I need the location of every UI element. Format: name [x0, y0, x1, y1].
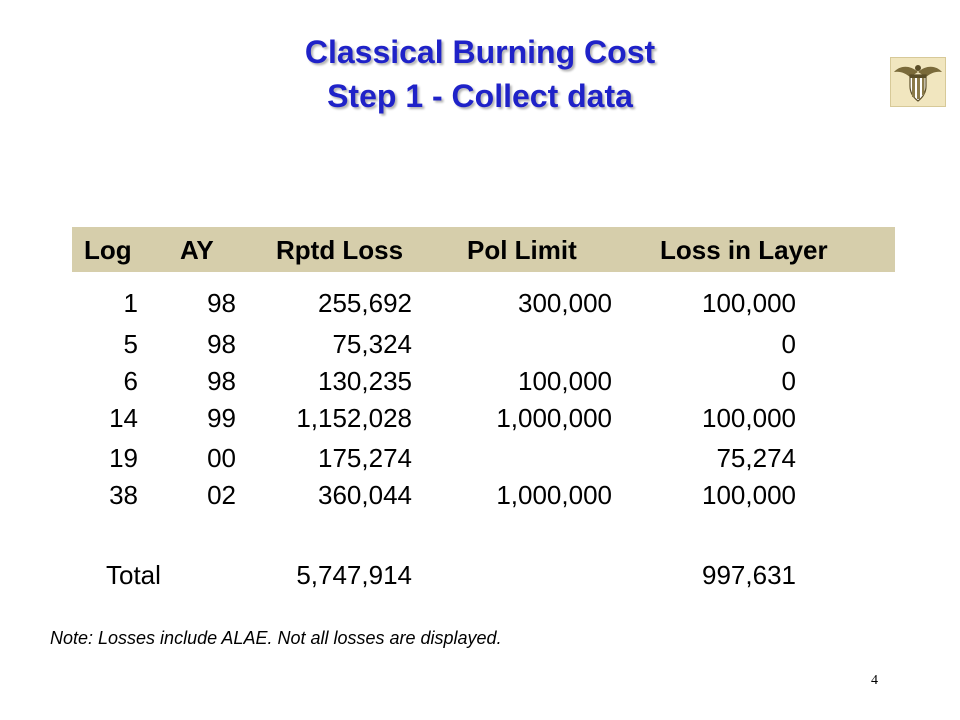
total-loss-in-layer: 997,631 — [702, 560, 796, 590]
cell-loss-in-layer: 100,000 — [702, 288, 796, 318]
cell-log: 5 — [123, 329, 138, 359]
cell-rptd-loss: 255,692 — [318, 288, 412, 318]
cell-pol-limit: 1,000,000 — [496, 403, 612, 433]
header-loss-in-layer: Loss in Layer — [660, 235, 828, 265]
header-pol-limit: Pol Limit — [467, 235, 577, 265]
cell-log: 19 — [109, 443, 138, 473]
cell-log: 38 — [109, 480, 138, 510]
footnote: Note: Losses include ALAE. Not all losse… — [50, 628, 502, 648]
header-rptd-loss: Rptd Loss — [276, 235, 404, 265]
cell-ay: 98 — [207, 366, 236, 396]
cell-rptd-loss: 1,152,028 — [296, 403, 412, 433]
cell-log: 6 — [123, 366, 138, 396]
table-header: Log AY Rptd Loss Pol Limit Loss in Layer — [72, 227, 895, 272]
total-rptd-loss: 5,747,914 — [296, 560, 412, 590]
title-line-1: Classical Burning Cost — [304, 34, 656, 70]
cell-rptd-loss: 175,274 — [318, 443, 412, 473]
cell-pol-limit: 100,000 — [518, 366, 612, 396]
cell-rptd-loss: 130,235 — [318, 366, 412, 396]
cell-rptd-loss: 75,324 — [332, 329, 412, 359]
title-line-2: Step 1 - Collect data — [327, 78, 633, 114]
cell-ay: 99 — [207, 403, 236, 433]
cell-ay: 98 — [207, 329, 236, 359]
eagle-shield-emblem-icon — [890, 57, 946, 107]
cell-loss-in-layer: 0 — [781, 366, 796, 396]
cell-loss-in-layer: 0 — [781, 329, 796, 359]
header-ay: AY — [180, 235, 214, 265]
cell-loss-in-layer: 75,274 — [716, 443, 796, 473]
cell-ay: 98 — [207, 288, 236, 318]
cell-ay: 00 — [207, 443, 236, 473]
cell-loss-in-layer: 100,000 — [702, 403, 796, 433]
cell-ay: 02 — [207, 480, 236, 510]
cell-pol-limit: 1,000,000 — [496, 480, 612, 510]
header-log: Log — [84, 235, 132, 265]
total-label: Total — [106, 560, 161, 590]
cell-log: 1 — [123, 288, 138, 318]
cell-pol-limit: 300,000 — [518, 288, 612, 318]
slide-title: Classical Burning Cost Step 1 - Collect … — [0, 30, 960, 118]
cell-loss-in-layer: 100,000 — [702, 480, 796, 510]
cell-rptd-loss: 360,044 — [318, 480, 412, 510]
cell-log: 14 — [109, 403, 138, 433]
page-number: 4 — [871, 673, 878, 688]
